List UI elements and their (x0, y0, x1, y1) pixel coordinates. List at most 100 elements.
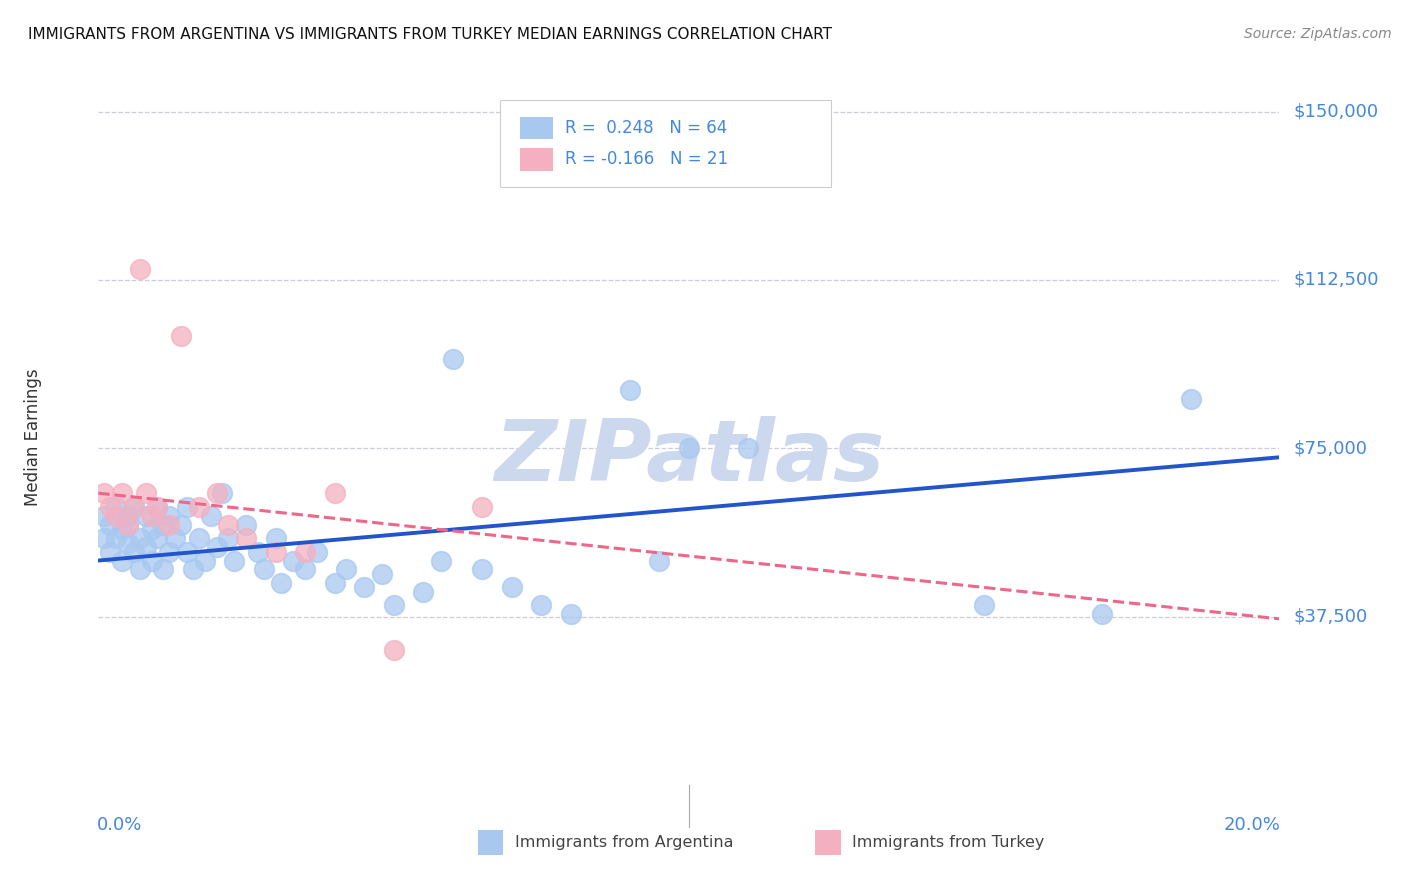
Point (323, 576, 346, 591)
Point (235, 517, 257, 532)
Text: $75,000: $75,000 (1294, 439, 1368, 458)
Point (235, 531, 257, 545)
Text: ZIPatlas: ZIPatlas (494, 417, 884, 500)
Point (122, 500, 145, 514)
Point (122, 500, 145, 514)
Point (264, 531, 287, 545)
Text: R =  0.248   N = 64: R = 0.248 N = 64 (565, 120, 727, 137)
Point (141, 508, 163, 523)
Point (224, 553, 246, 567)
Point (412, 585, 434, 599)
Text: Immigrants from Argentina: Immigrants from Argentina (515, 836, 733, 850)
Point (200, 508, 222, 523)
Point (157, 544, 180, 558)
Point (246, 544, 269, 558)
Text: Immigrants from Turkey: Immigrants from Turkey (852, 836, 1045, 850)
Point (122, 544, 145, 558)
Point (128, 261, 150, 276)
Point (105, 508, 128, 523)
Text: 20.0%: 20.0% (1223, 816, 1281, 834)
Point (501, 581, 523, 595)
Point (170, 517, 193, 532)
Point (176, 544, 198, 558)
Point (530, 599, 553, 613)
Point (294, 544, 316, 558)
Point (253, 562, 276, 576)
Point (135, 486, 157, 500)
Point (194, 553, 217, 567)
Point (146, 531, 169, 545)
Point (135, 508, 157, 523)
Point (157, 508, 180, 523)
Point (141, 553, 163, 567)
Point (270, 576, 292, 591)
Point (111, 522, 134, 536)
Point (128, 531, 150, 545)
Point (152, 517, 174, 532)
Point (187, 500, 209, 514)
Point (323, 486, 346, 500)
Point (353, 581, 375, 595)
Point (211, 486, 233, 500)
Text: IMMIGRANTS FROM ARGENTINA VS IMMIGRANTS FROM TURKEY MEDIAN EARNINGS CORRELATION : IMMIGRANTS FROM ARGENTINA VS IMMIGRANTS … (28, 27, 832, 42)
Point (471, 562, 494, 576)
Text: Median Earnings: Median Earnings (24, 368, 42, 506)
Point (382, 599, 405, 613)
Point (165, 531, 187, 545)
Point (217, 531, 239, 545)
Point (181, 562, 204, 576)
Point (135, 540, 157, 554)
Point (560, 607, 582, 622)
Text: $112,500: $112,500 (1294, 271, 1379, 289)
Point (382, 643, 405, 657)
Point (430, 553, 453, 567)
Text: 0.0%: 0.0% (97, 816, 142, 834)
Point (146, 500, 169, 514)
Point (111, 553, 134, 567)
Text: $37,500: $37,500 (1294, 607, 1368, 625)
Point (648, 553, 671, 567)
Text: Source: ZipAtlas.com: Source: ZipAtlas.com (1244, 27, 1392, 41)
Point (205, 540, 228, 554)
Point (105, 531, 128, 545)
Point (146, 500, 169, 514)
Point (128, 562, 150, 576)
Bar (520, 117, 553, 139)
Point (117, 517, 139, 532)
Point (737, 442, 759, 456)
Point (283, 553, 305, 567)
Point (93, 486, 115, 500)
Point (98, 517, 121, 532)
Point (1091, 607, 1114, 622)
Point (117, 508, 139, 523)
Point (98, 500, 121, 514)
Point (98, 544, 121, 558)
Point (973, 599, 995, 613)
Bar (520, 148, 553, 170)
Text: R = -0.166   N = 21: R = -0.166 N = 21 (565, 151, 728, 169)
Text: $150,000: $150,000 (1294, 103, 1379, 120)
Point (619, 383, 641, 397)
Point (117, 535, 139, 549)
Point (335, 562, 357, 576)
Point (264, 544, 287, 558)
Point (305, 544, 328, 558)
Point (176, 500, 198, 514)
Point (678, 442, 700, 456)
Point (294, 562, 316, 576)
Point (170, 329, 193, 343)
Point (157, 517, 180, 532)
FancyBboxPatch shape (501, 100, 831, 186)
Point (105, 500, 128, 514)
Point (117, 517, 139, 532)
Point (217, 517, 239, 532)
Point (93, 508, 115, 523)
Point (441, 351, 464, 366)
Point (93, 531, 115, 545)
Point (371, 566, 394, 581)
Point (471, 500, 494, 514)
Point (205, 486, 228, 500)
Point (141, 522, 163, 536)
Point (152, 562, 174, 576)
Point (111, 486, 134, 500)
